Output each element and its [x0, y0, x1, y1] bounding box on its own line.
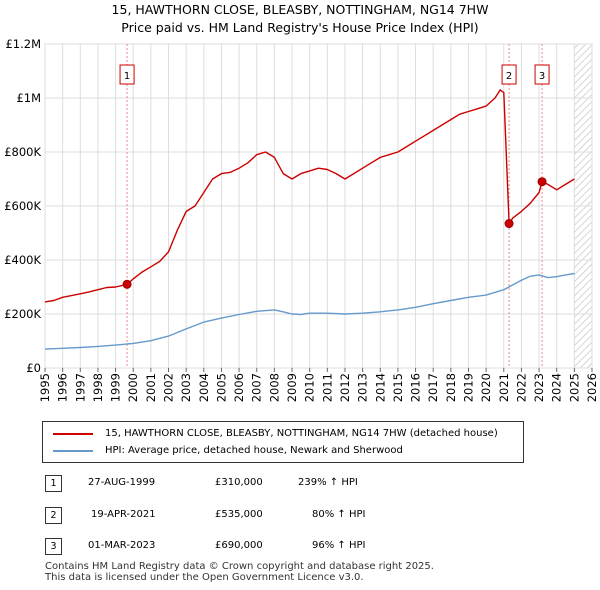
x-tick-label: 1999: [109, 373, 123, 402]
x-tick-label: 2001: [144, 373, 158, 402]
x-tick-label: 2022: [514, 373, 528, 402]
x-tick-label: 2021: [497, 373, 511, 402]
x-tick-label: 2002: [162, 373, 176, 402]
x-tick-label: 2016: [409, 373, 423, 402]
transaction-row: 2 19-APR-2021 £535,000 80% ↑ HPI: [0, 506, 600, 526]
sale-point: [504, 219, 514, 229]
sale-number-box: [501, 64, 517, 85]
x-tick-label: 2000: [126, 373, 140, 402]
y-tick-label: £800K: [4, 145, 41, 159]
x-tick-label: 2024: [550, 373, 564, 402]
x-tick-label: 2010: [303, 373, 317, 402]
footer-copyright: Contains HM Land Registry data © Crown c…: [45, 561, 434, 572]
x-tick-label: 2015: [391, 373, 405, 402]
x-tick-label: 2025: [567, 373, 581, 402]
y-tick-label: £200K: [4, 307, 41, 321]
x-tick-label: 2011: [320, 373, 334, 402]
transaction-row: 1 27-AUG-1999 £310,000 239% ↑ HPI: [0, 474, 600, 494]
transaction-hpi-change: 239% ↑ HPI: [298, 477, 358, 488]
x-tick-label: 2006: [232, 373, 246, 402]
sale-number-box: [534, 64, 550, 85]
sale-number-label: 1: [124, 71, 130, 82]
transaction-hpi-change: 80% ↑ HPI: [312, 509, 366, 520]
sale-number-label: 2: [506, 71, 512, 82]
transaction-date: 27-AUG-1999: [88, 477, 156, 488]
y-tick-label: £0: [26, 361, 41, 375]
y-tick-label: £1M: [16, 91, 41, 105]
sale-point: [122, 279, 132, 289]
x-tick-label: 2018: [444, 373, 458, 402]
y-tick-label: £600K: [4, 199, 41, 213]
transaction-date: 19-APR-2021: [91, 509, 156, 520]
transaction-hpi-change: 96% ↑ HPI: [312, 540, 366, 551]
chart-title-line1: 15, HAWTHORN CLOSE, BLEASBY, NOTTINGHAM,…: [111, 2, 489, 17]
x-tick-label: 2003: [179, 373, 193, 402]
transaction-date: 01-MAR-2023: [88, 540, 156, 551]
x-tick-label: 2017: [426, 373, 440, 402]
legend-swatch-property: [53, 433, 93, 435]
x-tick-label: 2026: [585, 373, 599, 402]
transaction-price: £310,000: [215, 477, 263, 488]
transaction-price: £535,000: [215, 509, 263, 520]
legend-swatch-hpi: [53, 450, 93, 452]
x-tick-label: 2005: [214, 373, 228, 402]
legend: 15, HAWTHORN CLOSE, BLEASBY, NOTTINGHAM,…: [42, 421, 524, 463]
legend-label-hpi: HPI: Average price, detached house, Newa…: [105, 445, 403, 456]
x-tick-label: 1998: [91, 373, 105, 402]
sale-point: [537, 177, 547, 187]
legend-label-property: 15, HAWTHORN CLOSE, BLEASBY, NOTTINGHAM,…: [105, 428, 498, 439]
y-tick-label: £1.2M: [5, 37, 41, 51]
x-tick-label: 2014: [373, 373, 387, 402]
x-tick-label: 2012: [338, 373, 352, 402]
y-tick-label: £400K: [4, 253, 41, 267]
x-tick-label: 2004: [197, 373, 211, 402]
x-tick-label: 1995: [38, 373, 52, 402]
x-tick-label: 2020: [479, 373, 493, 402]
transaction-price: £690,000: [215, 540, 263, 551]
footer-licence: This data is licensed under the Open Gov…: [45, 572, 364, 583]
transaction-row: 3 01-MAR-2023 £690,000 96% ↑ HPI: [0, 537, 600, 557]
x-tick-label: 2013: [356, 373, 370, 402]
price-chart: 1 2 3 £0 £200K £400K £600K £800K £1M £1.2M 1995 19…: [4, 37, 599, 402]
x-tick-label: 2019: [461, 373, 475, 402]
hpi-series-line: [44, 272, 575, 350]
property-series-line: [44, 89, 575, 303]
sale-number-box: [119, 64, 135, 85]
x-tick-label: 1996: [56, 373, 70, 402]
chart-title-line2: Price paid vs. HM Land Registry's House …: [121, 20, 479, 35]
transaction-number-badge: 2: [45, 507, 62, 524]
sale-number-label: 3: [539, 71, 545, 82]
x-tick-label: 1997: [73, 373, 87, 402]
x-tick-label: 2008: [267, 373, 281, 402]
x-tick-label: 2007: [250, 373, 264, 402]
transaction-number-badge: 1: [45, 475, 62, 492]
x-tick-label: 2023: [532, 373, 546, 402]
transaction-number-badge: 3: [45, 538, 62, 555]
x-tick-label: 2009: [285, 373, 299, 402]
